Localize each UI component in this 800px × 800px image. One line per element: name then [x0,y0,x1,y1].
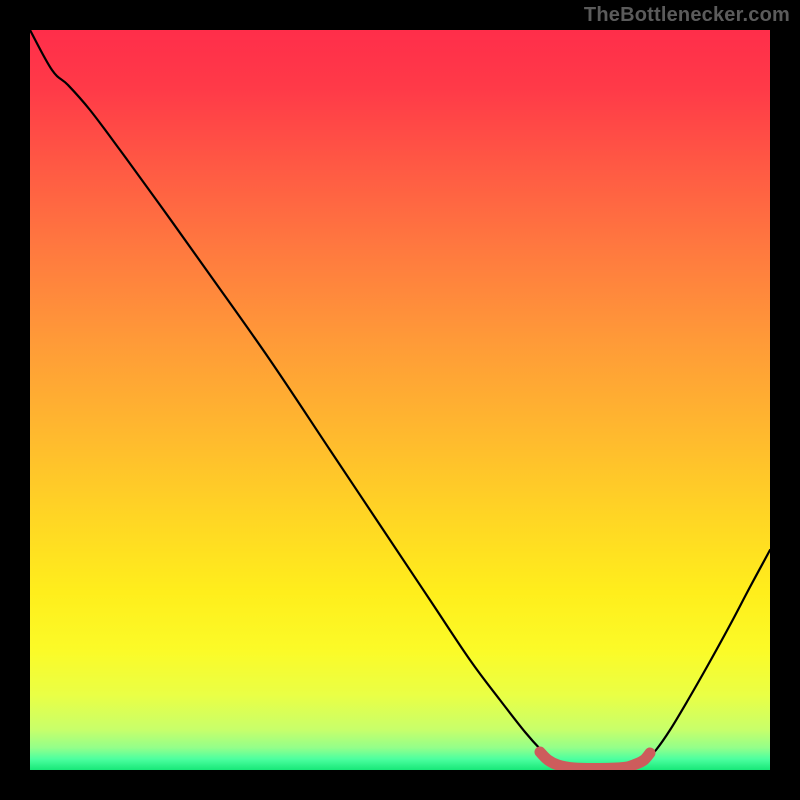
bottleneck-curve [30,30,770,768]
optimal-range-marker [540,752,650,769]
watermark-text: TheBottlenecker.com [584,4,790,27]
curve-layer [30,30,770,770]
chart-area [30,30,770,770]
